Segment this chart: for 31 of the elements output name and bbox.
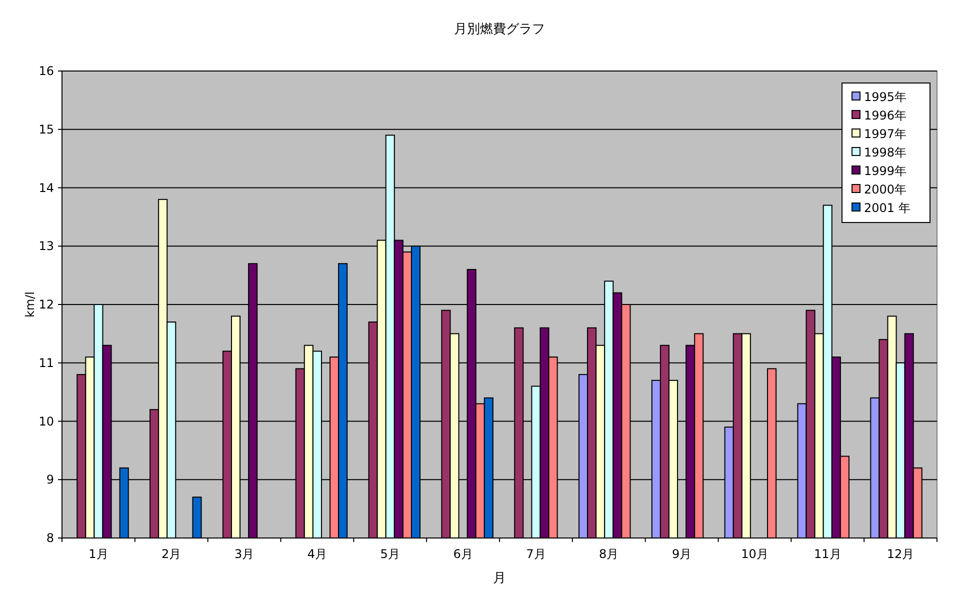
legend-label: 2000年 — [864, 182, 907, 196]
x-axis-title: 月 — [493, 571, 506, 586]
y-tick-label: 15 — [38, 122, 54, 136]
x-tick-label: 3月 — [234, 547, 254, 561]
chart-title: 月別燃費グラフ — [454, 22, 545, 37]
x-tick-label: 6月 — [453, 547, 473, 561]
x-tick-label: 9月 — [672, 547, 692, 561]
y-tick-label: 16 — [38, 64, 54, 78]
x-tick-label: 5月 — [380, 547, 400, 561]
legend-label: 1999年 — [864, 164, 907, 178]
x-tick-label: 12月 — [886, 547, 914, 561]
y-tick-label: 12 — [38, 298, 54, 312]
y-tick-label: 9 — [46, 472, 54, 487]
x-tick-label: 11月 — [814, 547, 842, 561]
legend-label: 1998年 — [864, 146, 907, 160]
legend-label: 1996年 — [864, 108, 907, 122]
y-tick-label: 10 — [38, 414, 54, 428]
x-tick-label: 10月 — [741, 547, 768, 561]
x-tick-label: 2月 — [162, 547, 182, 561]
x-tick-label: 7月 — [526, 547, 546, 561]
y-tick-label: 14 — [38, 180, 54, 195]
x-tick-label: 4月 — [307, 547, 328, 561]
y-tick-label: 8 — [46, 531, 54, 545]
y-tick-label: 13 — [38, 239, 54, 254]
x-tick-label: 1月 — [88, 547, 108, 561]
legend-label: 2001 年 — [864, 201, 910, 215]
legend-label: 1995年 — [864, 90, 907, 104]
legend-label: 1997年 — [864, 127, 907, 141]
x-tick-label: 8月 — [599, 547, 619, 561]
y-axis-title: km/l — [23, 291, 37, 318]
y-tick-label: 11 — [38, 356, 54, 370]
